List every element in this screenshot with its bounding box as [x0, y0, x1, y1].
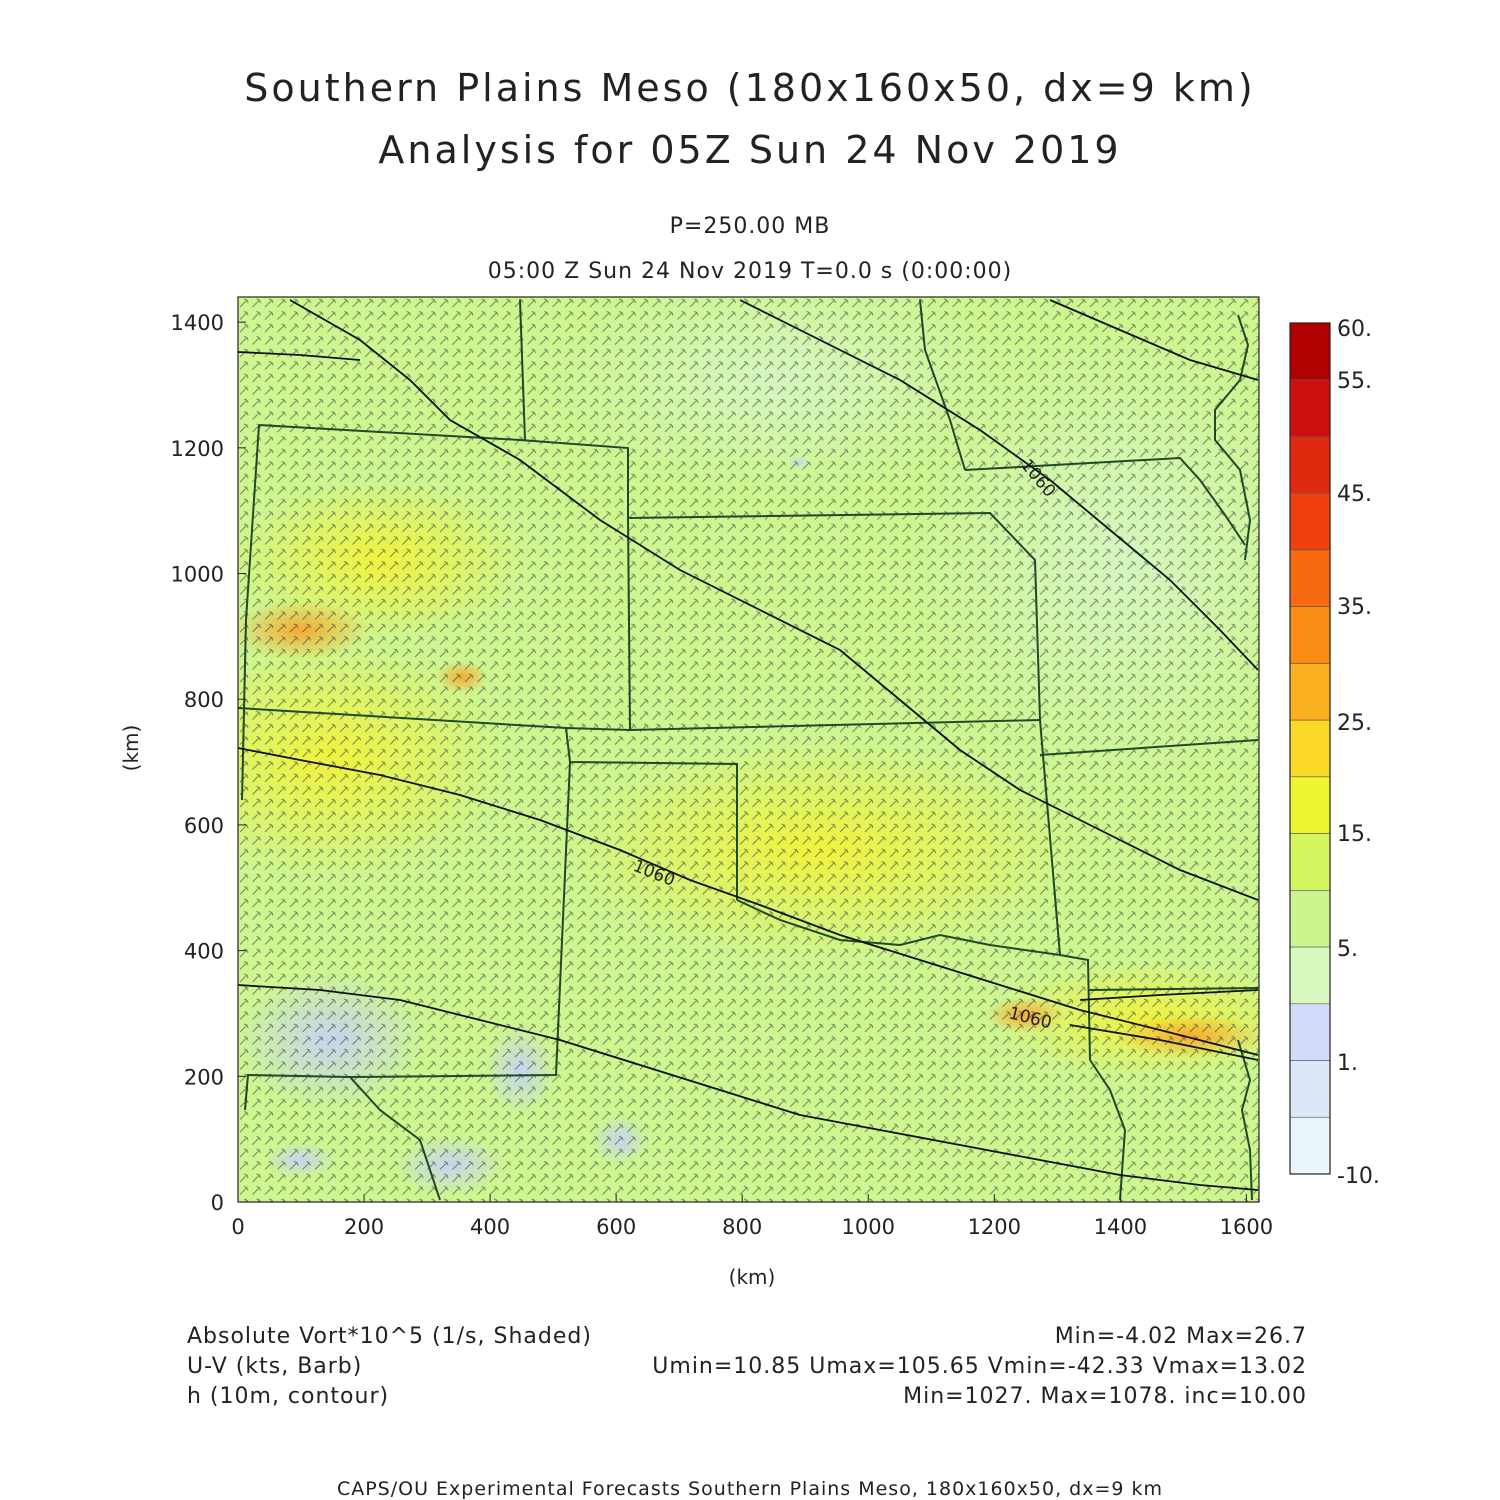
colorbar-swatch	[1289, 1003, 1331, 1061]
colorbar-label: 1.	[1337, 1051, 1358, 1076]
state-boundaries	[238, 299, 1259, 1201]
footer-credit: CAPS/OU Experimental Forecasts Southern …	[336, 1478, 1164, 1500]
colorbar-frame	[1289, 322, 1331, 1175]
x-axis-label: (km)	[729, 1265, 776, 1289]
colorbar-label: 5.	[1337, 937, 1358, 962]
colorbar-label: 15.	[1337, 822, 1372, 847]
height-contours	[238, 299, 1259, 1191]
colorbar-swatch	[1289, 436, 1331, 494]
valid-time-label: 05:00 Z Sun 24 Nov 2019 T=0.0 s (0:00:00…	[487, 259, 1013, 284]
y-axis: 0 200 400 600 800 1000 1200 1400	[171, 311, 246, 1215]
x-axis: 0 200 400 600 800 1000 1200 1400 1600	[231, 1194, 1273, 1239]
colorbar-label: 25.	[1337, 711, 1372, 736]
legend-contour: h (10m, contour)	[187, 1384, 390, 1409]
x-tick-label: 1200	[968, 1215, 1021, 1239]
y-tick-label: 200	[184, 1065, 224, 1089]
legend-shaded-stats: Min=-4.02 Max=26.7	[1054, 1324, 1307, 1349]
colorbar-swatch	[1289, 379, 1331, 437]
y-tick-label: 0	[211, 1191, 224, 1215]
y-tick-label: 1200	[171, 437, 224, 461]
colorbar-swatch	[1289, 663, 1331, 721]
y-tick-label: 600	[184, 814, 224, 838]
colorbar-swatch	[1289, 322, 1331, 381]
colorbar-swatch	[1289, 833, 1331, 891]
colorbar: 60. 55. 45. 35. 25. 15. 5. 1. -10.	[1289, 317, 1380, 1189]
colorbar-label: 60.	[1337, 317, 1372, 342]
x-tick-label: 800	[722, 1215, 762, 1239]
colorbar-swatch	[1289, 606, 1331, 664]
x-tick-label: 1600	[1220, 1215, 1273, 1239]
x-tick-label: 400	[470, 1215, 510, 1239]
y-axis-label: (km)	[119, 725, 143, 772]
pressure-level-label: P=250.00 MB	[669, 214, 831, 239]
colorbar-swatch	[1289, 719, 1331, 778]
colorbar-swatch	[1289, 946, 1331, 1005]
colorbar-swatch	[1289, 1116, 1331, 1175]
colorbar-label: 45.	[1337, 482, 1372, 507]
y-tick-label: 400	[184, 940, 224, 964]
colorbar-swatch	[1289, 776, 1331, 834]
map-title-line1: Southern Plains Meso (180x160x50, dx=9 k…	[244, 66, 1256, 110]
x-tick-label: 600	[596, 1215, 636, 1239]
colorbar-label: -10.	[1337, 1164, 1380, 1189]
colorbar-swatch	[1289, 890, 1331, 948]
plot-frame	[237, 296, 1260, 1203]
x-tick-label: 1400	[1094, 1215, 1147, 1239]
x-tick-label: 1000	[842, 1215, 895, 1239]
colorbar-swatch	[1289, 492, 1331, 551]
x-tick-label: 0	[231, 1215, 244, 1239]
x-tick-label: 200	[344, 1215, 384, 1239]
y-tick-label: 1400	[171, 311, 224, 335]
colorbar-swatch	[1289, 1060, 1331, 1118]
legend-contour-stats: Min=1027. Max=1078. inc=10.00	[903, 1384, 1307, 1409]
map-title-line2: Analysis for 05Z Sun 24 Nov 2019	[378, 128, 1122, 172]
colorbar-swatch	[1289, 549, 1331, 607]
legend-shaded: Absolute Vort*10^5 (1/s, Shaded)	[187, 1324, 592, 1349]
y-tick-label: 800	[184, 688, 224, 712]
y-tick-label: 1000	[171, 563, 224, 587]
colorbar-label: 35.	[1337, 595, 1372, 620]
legend-barb-stats: Umin=10.85 Umax=105.65 Vmin=-42.33 Vmax=…	[652, 1354, 1307, 1379]
colorbar-label: 55.	[1337, 369, 1372, 394]
legend-barb: U-V (kts, Barb)	[187, 1354, 363, 1379]
